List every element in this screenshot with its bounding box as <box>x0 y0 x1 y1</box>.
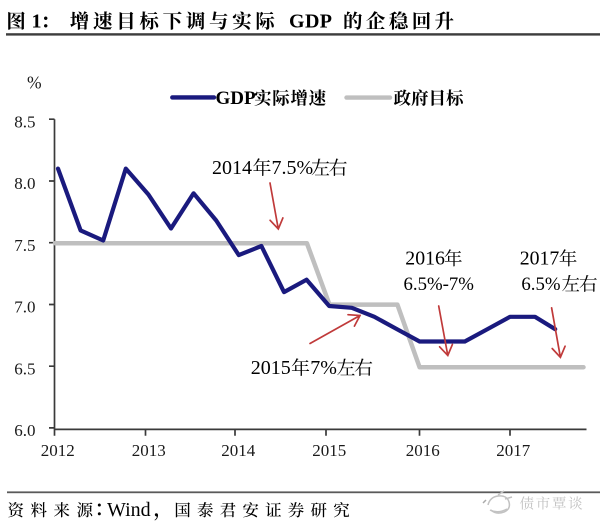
svg-text:7.0: 7.0 <box>14 298 35 317</box>
svg-text:2017: 2017 <box>520 248 560 270</box>
svg-text:8.0: 8.0 <box>14 174 35 193</box>
svg-text:2015: 2015 <box>251 357 291 379</box>
svg-text:6.5%: 6.5% <box>521 274 560 295</box>
svg-text:2014: 2014 <box>221 441 256 460</box>
svg-text:2012: 2012 <box>41 441 75 460</box>
svg-text:2014: 2014 <box>212 157 252 179</box>
svg-text:6.0: 6.0 <box>14 421 35 440</box>
svg-text:6.5: 6.5 <box>14 359 35 378</box>
svg-text:1: 1 <box>32 11 42 33</box>
svg-text:8.5: 8.5 <box>14 112 35 131</box>
svg-text:2015: 2015 <box>312 441 346 460</box>
svg-text:%: % <box>27 73 42 93</box>
svg-text:7.5: 7.5 <box>14 236 35 255</box>
svg-text:7.5%: 7.5% <box>272 157 314 179</box>
svg-text:6.5%-7%: 6.5%-7% <box>404 274 474 295</box>
svg-text:2016: 2016 <box>406 441 440 460</box>
svg-text:GDP: GDP <box>216 88 257 109</box>
svg-text:2017: 2017 <box>496 441 531 460</box>
svg-text:2016: 2016 <box>405 248 445 270</box>
svg-text:7%: 7% <box>310 357 337 379</box>
svg-text:Wind: Wind <box>107 499 151 521</box>
svg-text:2013: 2013 <box>132 441 166 460</box>
svg-text:GDP: GDP <box>289 11 332 33</box>
